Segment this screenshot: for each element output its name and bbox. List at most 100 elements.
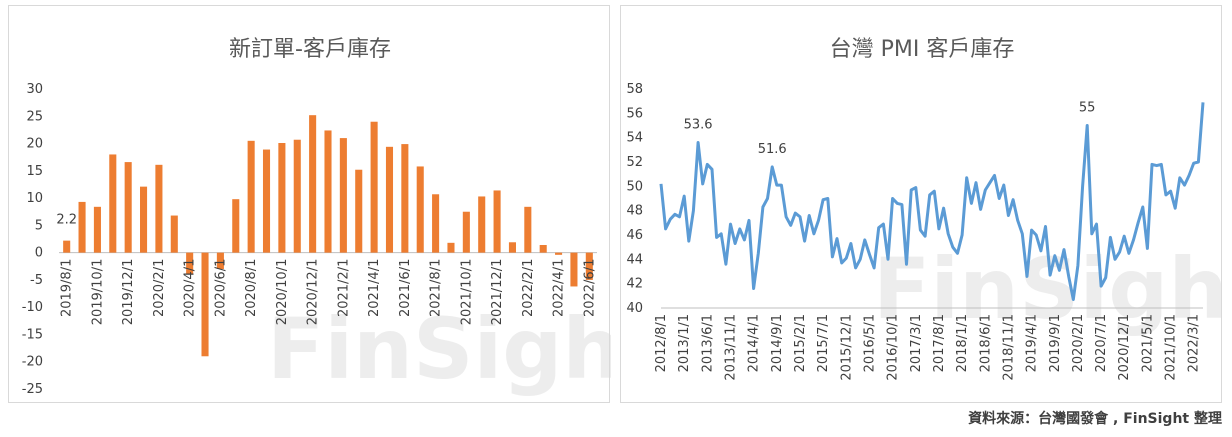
bar (524, 206, 532, 253)
bar (170, 215, 178, 253)
bar (570, 252, 578, 287)
y-tick-label: 56 (626, 106, 643, 121)
y-tick-label: 0 (35, 246, 43, 261)
bar (401, 144, 409, 253)
data-label: 56.9 (1193, 6, 1222, 10)
x-tick-label: 2020/2/1 (152, 259, 167, 317)
y-tick-label: 46 (626, 228, 643, 243)
bar (216, 252, 224, 269)
x-tick-label: 2019/10/1 (90, 259, 105, 326)
y-tick-label: -15 (22, 327, 43, 342)
x-tick-label: 2017/3/1 (909, 314, 924, 372)
x-tick-label: 2019/8/1 (60, 259, 75, 317)
bar (555, 252, 563, 255)
chart-title: 台灣 PMI 客戶庫存 (830, 37, 1015, 62)
y-tick-label: 44 (626, 252, 643, 267)
bar-chart-svg: 新訂單-客戶庫存 FinSight 30 25 20 15 10 5 0 -5 -10 -15 -2… (22, 37, 611, 398)
x-tick-label: 2021/6/1 (398, 259, 413, 317)
x-tick-label: 2021/10/1 (1164, 314, 1179, 381)
x-tick-label: 2020/12/1 (1117, 314, 1132, 381)
x-tick-label: 2022/4/1 (552, 259, 567, 317)
bar (155, 164, 163, 253)
bar (447, 242, 455, 253)
bar (462, 211, 470, 253)
bar (293, 139, 301, 253)
x-tick-label: 2022/2/1 (521, 259, 536, 317)
x-tick-label: 2020/10/1 (275, 259, 290, 326)
x-tick-label: 2018/6/1 (978, 314, 993, 372)
x-tick-label: 2015/2/1 (793, 314, 808, 372)
x-tick-label: 2022/6/1 (582, 259, 597, 317)
x-tick-label: 2022/3/1 (1187, 314, 1202, 372)
y-tick-label: 58 (626, 82, 643, 97)
bar (232, 199, 240, 253)
watermark: FinSight (267, 300, 611, 398)
x-tick-label: 2020/4/1 (183, 259, 198, 317)
x-tick-label: 2015/12/1 (839, 314, 854, 381)
y-tick-label: 40 (626, 301, 643, 316)
x-tick-label: 2016/10/1 (886, 314, 901, 381)
y-tick-label: 10 (26, 191, 43, 206)
y-tick-label: 54 (626, 131, 643, 146)
bar (201, 252, 209, 357)
x-tick-label: 2014/4/1 (747, 314, 762, 372)
x-tick-label: 2021/5/1 (1140, 314, 1155, 372)
bar (339, 138, 347, 253)
x-tick-label: 2020/8/1 (244, 259, 259, 317)
bar (78, 201, 86, 253)
y-tick-label: -5 (30, 273, 43, 288)
x-tick-label: 2013/11/1 (723, 314, 738, 381)
bar (262, 149, 271, 253)
y-tick-label: 42 (626, 277, 643, 292)
x-tick-label: 2015/7/1 (816, 314, 831, 372)
x-tick-label: 2019/12/1 (121, 259, 136, 326)
y-tick-label: 52 (626, 155, 643, 170)
x-tick-label: 2021/8/1 (429, 259, 444, 317)
bar (355, 169, 363, 253)
bar (432, 194, 440, 253)
bar (278, 143, 286, 253)
bar (93, 206, 101, 253)
new-orders-minus-inventory-chart: 新訂單-客戶庫存 FinSight 30 25 20 15 10 5 0 -5 -10 -15 -2… (8, 5, 611, 403)
x-tick-label: 2018/1/1 (955, 314, 970, 372)
data-label: 55 (1079, 101, 1096, 116)
bar (324, 130, 332, 253)
bar (63, 240, 71, 253)
data-label: 2.2 (56, 213, 77, 228)
x-tick-label: 2013/6/1 (700, 314, 715, 372)
x-tick-label: 2012/8/1 (654, 314, 669, 372)
bar (140, 186, 148, 253)
x-tick-label: 2020/6/1 (213, 259, 228, 317)
bar (186, 252, 194, 275)
x-tick-label: 2021/12/1 (490, 259, 505, 326)
y-tick-label: -10 (22, 300, 43, 315)
x-tick-label: 2014/9/1 (770, 314, 785, 372)
y-tick-label: 5 (35, 218, 43, 233)
y-tick-label: 20 (26, 137, 43, 152)
y-tick-label: 30 (26, 82, 43, 97)
bar (109, 154, 117, 253)
line-chart-svg: 台灣 PMI 客戶庫存 FinSight 5856545250484644424… (626, 6, 1223, 381)
source-note: 資料來源：台灣國發會 , FinSight 整理 (968, 411, 1222, 427)
bar (416, 166, 424, 253)
data-label: 53.6 (684, 118, 713, 133)
x-tick-label: 2013/1/1 (677, 314, 692, 372)
x-tick-label: 2020/2/1 (1071, 314, 1086, 372)
y-tick-label: -20 (22, 355, 43, 370)
x-tick-label: 2017/8/1 (932, 314, 947, 372)
x-tick-label: 2021/4/1 (367, 259, 382, 317)
bar (508, 242, 516, 253)
bar (370, 121, 378, 253)
y-tick-label: 15 (26, 164, 43, 179)
y-tick-label: 50 (626, 179, 643, 194)
bar (493, 190, 501, 253)
bar (539, 245, 547, 253)
x-tick-label: 2021/10/1 (459, 259, 474, 326)
bar (385, 146, 394, 253)
series-line (659, 102, 1205, 301)
x-tick-label: 2018/11/1 (1001, 314, 1016, 381)
bar (585, 252, 593, 280)
bar (247, 140, 255, 253)
bar (309, 115, 317, 253)
x-tick-label: 2019/4/1 (1025, 314, 1040, 372)
